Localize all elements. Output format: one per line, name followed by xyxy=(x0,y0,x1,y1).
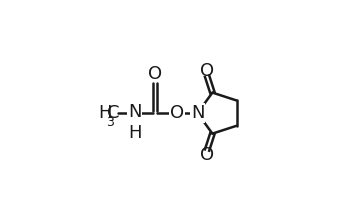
Text: C: C xyxy=(107,104,120,122)
Text: O: O xyxy=(170,104,184,122)
Text: O: O xyxy=(148,65,162,83)
Text: H: H xyxy=(128,124,141,142)
Text: O: O xyxy=(200,146,214,164)
Text: H: H xyxy=(98,104,112,122)
Text: 3: 3 xyxy=(106,116,114,129)
Text: O: O xyxy=(200,62,214,80)
Text: N: N xyxy=(191,104,204,122)
Text: N: N xyxy=(128,103,141,121)
